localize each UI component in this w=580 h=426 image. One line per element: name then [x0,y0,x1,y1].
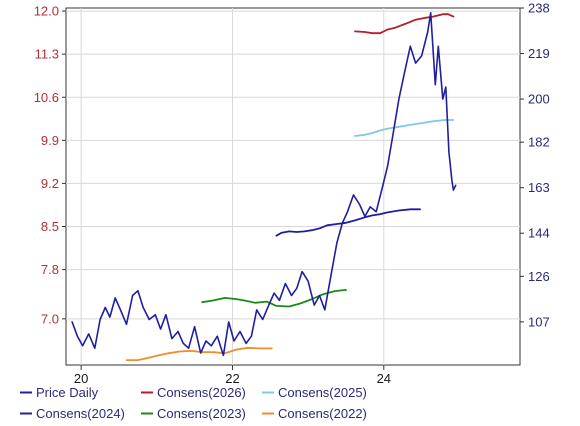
series-layer [71,12,457,361]
plot-area [65,7,521,366]
left-axis: 12.0 11.3 10.6 9.9 9.2 8.5 7.8 7.0 [34,4,66,326]
right-tick-label: 219 [528,46,550,61]
series-line-consens-2025 [354,119,455,137]
left-tick-label: 7.0 [41,311,59,326]
right-tick-label: 126 [528,269,550,284]
right-tick-label: 144 [528,226,550,241]
series-line-consens-2022 [125,346,273,361]
right-tick-label: 238 [528,1,550,16]
series-line-consens-2023 [201,289,347,308]
right-tick-label: 182 [528,135,550,150]
legend-label-price-daily: Price Daily [36,385,99,400]
left-tick-label: 8.5 [41,219,59,234]
legend: Price Daily Consens(2026) Consens(2025) Con… [20,385,367,421]
series-line-consens-2026 [354,13,455,35]
left-tick-label: 12.0 [34,4,59,19]
left-tick-label: 7.8 [41,262,59,277]
right-tick-label: 200 [528,92,550,107]
left-tick-label: 10.6 [34,90,59,105]
series-line-price-daily [71,12,457,357]
legend-label-consens-2022: Consens(2022) [278,406,367,421]
left-tick-label: 11.3 [35,47,59,62]
x-tick-label: 22 [225,371,239,386]
x-tick-label: 20 [74,371,88,386]
right-tick-label: 107 [528,314,550,329]
legend-label-consens-2025: Consens(2025) [278,385,367,400]
legend-label-consens-2026: Consens(2026) [157,385,246,400]
legend-label-consens-2023: Consens(2023) [157,406,246,421]
legend-label-consens-2024: Consens(2024) [36,406,125,421]
right-tick-label: 163 [528,180,550,195]
right-axis: 238 219 200 182 163 144 126 107 [520,1,550,329]
left-tick-label: 9.2 [41,176,59,191]
x-axis: 20 22 24 [74,365,391,386]
grid-layer [66,8,520,365]
left-tick-label: 9.9 [41,133,59,148]
x-tick-label: 24 [377,371,391,386]
